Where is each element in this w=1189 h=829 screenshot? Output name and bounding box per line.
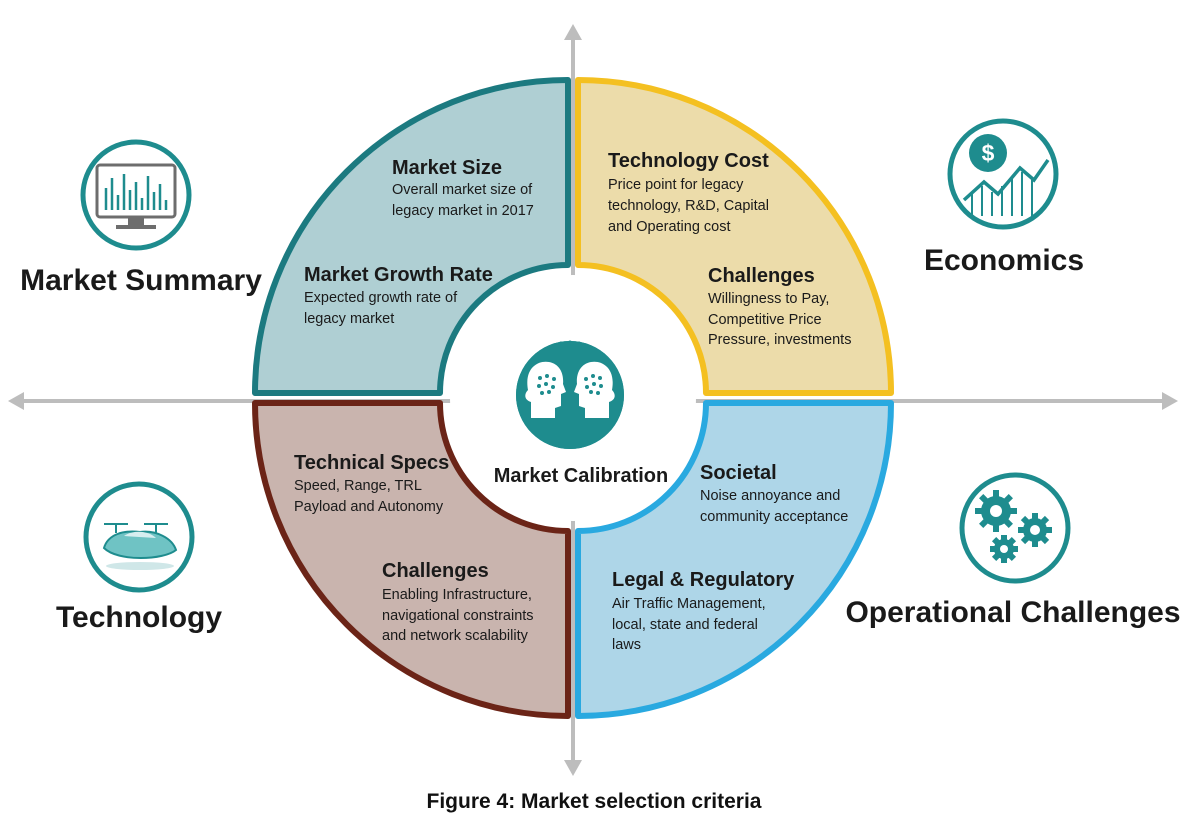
legal-regulatory-heading: Legal & Regulatory: [612, 569, 795, 591]
category-market-summary: Market Summary: [20, 264, 262, 297]
svg-text:Air Traffic Management,: Air Traffic Management, local, state and…: [612, 596, 770, 653]
market-growth-line: legacy market: [304, 311, 394, 327]
societal-line: community acceptance: [700, 509, 848, 525]
technology-challenges-line: and network scalability: [382, 628, 529, 644]
axis-arrow-bottom: [564, 760, 582, 776]
economics-challenges-heading: Challenges: [708, 265, 815, 287]
technical-specs-block: Technical Specs Speed, Range, TRL Payloa…: [294, 452, 449, 515]
economics-challenges-line: Pressure, investments: [708, 332, 851, 348]
societal-heading: Societal: [700, 462, 777, 484]
economics-challenges-line: Competitive Price: [708, 312, 822, 328]
market-growth-block: Market Growth Rate Expected growth rate …: [304, 264, 493, 327]
market-size-heading: Market Size: [392, 157, 502, 179]
quadrant-operational: [575, 400, 894, 719]
technology-cost-heading: Technology Cost: [608, 150, 769, 172]
svg-text:Overall market size of l: Overall market size of legacy market in …: [392, 182, 536, 219]
quadrant-market: [252, 77, 571, 396]
monitor-chart-icon: [80, 139, 192, 251]
svg-text:Noise annoyance and comm: Noise annoyance and community acceptance: [700, 488, 848, 525]
two-heads-icon: [516, 340, 624, 449]
figure-caption: Figure 4: Market selection criteria: [427, 790, 762, 813]
category-technology: Technology: [56, 601, 222, 634]
quadrant-economics: [575, 77, 894, 396]
market-growth-line: Expected growth rate of: [304, 290, 458, 306]
category-economics: Economics: [924, 244, 1084, 277]
technical-specs-heading: Technical Specs: [294, 452, 449, 474]
technology-challenges-line: navigational constraints: [382, 608, 534, 624]
technical-specs-line: Speed, Range, TRL: [294, 478, 422, 494]
market-size-line: Overall market size of: [392, 182, 533, 198]
economics-challenges-block: Challenges Willingness to Pay, Competiti…: [708, 265, 851, 348]
quadrant-technology: [252, 400, 571, 719]
svg-text:Expected growth rate of: Expected growth rate of legacy market: [304, 290, 461, 327]
market-size-block: Market Size Overall market size of legac…: [392, 157, 536, 219]
axis-arrow-left: [8, 392, 24, 410]
technology-challenges-heading: Challenges: [382, 560, 489, 582]
svg-text:Speed, Range, TRL Payloa: Speed, Range, TRL Payload and Autonomy: [294, 478, 444, 515]
technical-specs-line: Payload and Autonomy: [294, 499, 444, 515]
category-operational-challenges: Operational Challenges: [845, 596, 1180, 629]
svg-text:Willingness to Pay, Comp: Willingness to Pay, Competitive Price Pr…: [708, 291, 851, 348]
axis-arrow-right: [1162, 392, 1178, 410]
technology-cost-line: and Operating cost: [608, 219, 731, 235]
dollar-growth-icon: $: [947, 118, 1059, 230]
technology-cost-block: Technology Cost Price point for legacy t…: [608, 150, 773, 235]
svg-text:Enabling Infrastructure,: Enabling Infrastructure, navigational co…: [382, 587, 538, 644]
technology-cost-line: Price point for legacy: [608, 177, 744, 193]
legal-regulatory-block: Legal & Regulatory Air Traffic Managemen…: [612, 569, 795, 653]
market-growth-heading: Market Growth Rate: [304, 264, 493, 286]
technology-cost-line: technology, R&D, Capital: [608, 198, 769, 214]
axis-arrow-top: [564, 24, 582, 40]
legal-regulatory-line: Air Traffic Management,: [612, 596, 766, 612]
technology-challenges-line: Enabling Infrastructure,: [382, 587, 532, 603]
societal-line: Noise annoyance and: [700, 488, 840, 504]
svg-text:Price point for legacy t: Price point for legacy technology, R&D, …: [608, 177, 773, 235]
legal-regulatory-line: local, state and federal: [612, 617, 758, 633]
center-label: Market Calibration: [494, 465, 668, 487]
economics-challenges-line: Willingness to Pay,: [708, 291, 829, 307]
flying-car-icon: [83, 481, 195, 593]
societal-block: Societal Noise annoyance and community a…: [700, 462, 848, 525]
legal-regulatory-line: laws: [612, 637, 641, 653]
market-size-line: legacy market in 2017: [392, 203, 534, 219]
gears-icon: [959, 472, 1071, 584]
technology-challenges-block: Challenges Enabling Infrastructure, navi…: [382, 560, 538, 644]
dollar-sign: $: [982, 140, 995, 166]
